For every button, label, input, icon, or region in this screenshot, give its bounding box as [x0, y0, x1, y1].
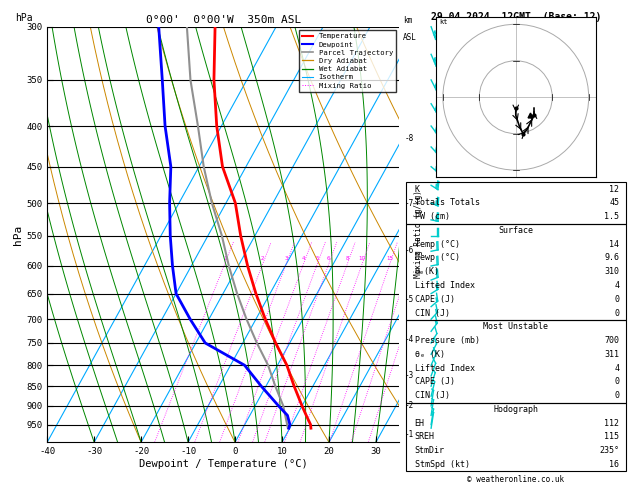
Text: CAPE (J): CAPE (J): [415, 295, 455, 304]
Text: -6: -6: [404, 245, 414, 255]
Text: CIN (J): CIN (J): [415, 309, 450, 317]
Text: Temp (°C): Temp (°C): [415, 240, 460, 249]
Text: SREH: SREH: [415, 433, 435, 441]
Text: hPa: hPa: [16, 13, 33, 22]
Text: 115: 115: [604, 433, 619, 441]
Text: 2: 2: [261, 256, 264, 261]
Text: 1: 1: [223, 256, 226, 261]
Text: EH: EH: [415, 419, 425, 428]
Text: 310: 310: [604, 267, 619, 276]
Text: PW (cm): PW (cm): [415, 212, 450, 221]
Text: 311: 311: [604, 350, 619, 359]
Text: -3: -3: [404, 371, 414, 380]
Text: Totals Totals: Totals Totals: [415, 198, 479, 208]
Text: 29.04.2024  12GMT  (Base: 12): 29.04.2024 12GMT (Base: 12): [431, 12, 601, 22]
Text: -2: -2: [404, 401, 414, 410]
Text: km: km: [403, 16, 412, 25]
Bar: [406, 402, 626, 471]
Text: 14: 14: [610, 240, 619, 249]
Text: 12: 12: [610, 185, 619, 193]
Text: 5: 5: [315, 256, 319, 261]
Text: Most Unstable: Most Unstable: [483, 322, 548, 331]
Text: © weatheronline.co.uk: © weatheronline.co.uk: [467, 474, 564, 484]
Text: CAPE (J): CAPE (J): [415, 378, 455, 386]
Text: θₑ(K): θₑ(K): [415, 267, 440, 276]
Text: StmDir: StmDir: [415, 446, 445, 455]
Text: 3: 3: [284, 256, 288, 261]
Text: 235°: 235°: [599, 446, 619, 455]
Text: 112: 112: [604, 419, 619, 428]
Text: 45: 45: [610, 198, 619, 208]
Title: 0°00'  0°00'W  350m ASL: 0°00' 0°00'W 350m ASL: [146, 15, 301, 25]
Text: StmSpd (kt): StmSpd (kt): [415, 460, 469, 469]
Y-axis label: hPa: hPa: [13, 225, 23, 244]
Text: 8: 8: [345, 256, 349, 261]
Text: -4: -4: [404, 335, 414, 344]
Text: 700: 700: [604, 336, 619, 345]
Text: 4: 4: [302, 256, 305, 261]
Text: -1: -1: [404, 430, 414, 439]
Text: 15: 15: [386, 256, 393, 261]
Text: 9.6: 9.6: [604, 254, 619, 262]
Text: 4: 4: [615, 281, 619, 290]
Text: 1.5: 1.5: [604, 212, 619, 221]
Text: Mixing Ratio (g/kg): Mixing Ratio (g/kg): [415, 191, 423, 278]
Text: Surface: Surface: [498, 226, 533, 235]
Text: 4: 4: [615, 364, 619, 373]
Text: CIN (J): CIN (J): [415, 391, 450, 400]
Text: 6: 6: [327, 256, 330, 261]
Text: Dewp (°C): Dewp (°C): [415, 254, 460, 262]
X-axis label: Dewpoint / Temperature (°C): Dewpoint / Temperature (°C): [139, 459, 308, 469]
Text: Lifted Index: Lifted Index: [415, 364, 474, 373]
Legend: Temperature, Dewpoint, Parcel Trajectory, Dry Adiabat, Wet Adiabat, Isotherm, Mi: Temperature, Dewpoint, Parcel Trajectory…: [299, 30, 396, 91]
Text: Hodograph: Hodograph: [493, 405, 538, 414]
Text: K: K: [415, 185, 420, 193]
Bar: [406, 320, 626, 402]
Text: θₑ (K): θₑ (K): [415, 350, 445, 359]
Text: 0: 0: [615, 309, 619, 317]
Text: ASL: ASL: [403, 33, 417, 42]
Text: 0: 0: [615, 295, 619, 304]
Text: -8: -8: [404, 134, 414, 143]
Text: 16: 16: [610, 460, 619, 469]
Bar: [406, 224, 626, 320]
Text: 0: 0: [615, 391, 619, 400]
Text: 0: 0: [615, 378, 619, 386]
Text: Pressure (mb): Pressure (mb): [415, 336, 479, 345]
Text: Lifted Index: Lifted Index: [415, 281, 474, 290]
Text: 10: 10: [359, 256, 365, 261]
Bar: [406, 182, 626, 224]
Text: -5: -5: [404, 295, 414, 304]
Text: -7: -7: [404, 199, 414, 208]
